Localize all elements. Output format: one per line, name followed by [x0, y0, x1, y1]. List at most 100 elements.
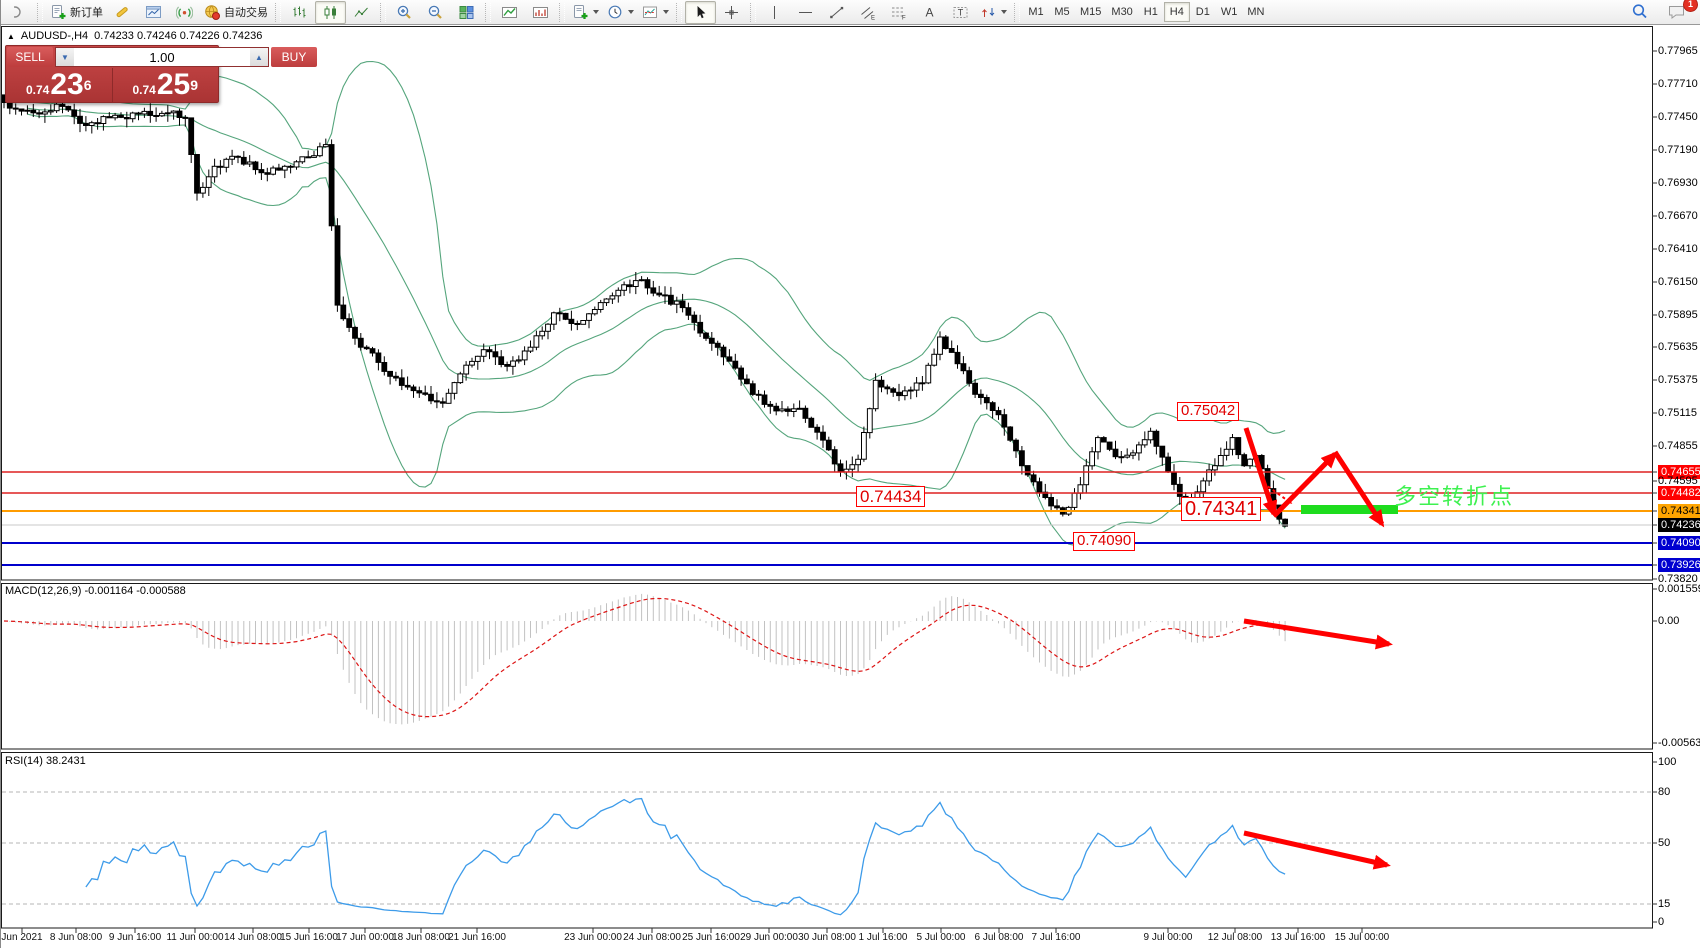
macd-axis-label: 0.001559 — [1658, 583, 1700, 595]
cursor-tool-button[interactable] — [685, 0, 716, 24]
channel-tool-button[interactable]: E — [852, 1, 883, 24]
label-tool-button[interactable]: T — [945, 1, 976, 24]
buy-price-prefix: 0.74 — [132, 83, 156, 97]
clipped-left-icon[interactable] — [3, 1, 34, 24]
timeframe-h4[interactable]: H4 — [1163, 2, 1190, 22]
add-indicator-dropdown[interactable] — [568, 1, 603, 24]
macd-label: MACD(12,26,9) -0.001164 -0.000588 — [5, 585, 186, 597]
text-tool-button[interactable]: A — [914, 1, 945, 24]
period-dropdown[interactable] — [603, 1, 638, 24]
price-axis-label: 0.74855 — [1658, 440, 1698, 452]
price-axis-label: 0.75895 — [1658, 309, 1698, 321]
fibonacci-tool-button[interactable]: F — [883, 1, 914, 24]
timeframe-h1[interactable]: H1 — [1138, 2, 1164, 22]
volume-increase-button[interactable]: ▲ — [250, 48, 268, 66]
buy-price-button[interactable]: 0.74 25 9 — [113, 68, 219, 102]
time-axis-label: 15 Jun 16:00 — [280, 932, 338, 943]
price-tag[interactable]: 0.74434 — [856, 486, 926, 508]
price-tag[interactable]: 0.74090 — [1073, 532, 1136, 551]
timeframe-m15[interactable]: M15 — [1075, 2, 1106, 22]
zoom-in-button[interactable] — [389, 1, 420, 24]
price-axis-label: 0.74090 — [1658, 536, 1700, 550]
price-axis-label: 0.76930 — [1658, 177, 1698, 189]
new-order-button[interactable]: 新订单 — [46, 1, 107, 24]
buy-button[interactable]: BUY — [271, 47, 317, 67]
bollinger-upper-band — [27, 60, 1286, 434]
symbol-period: AUDUSD-,H4 — [20, 30, 89, 42]
time-axis-label: 18 Jun 08:00 — [392, 932, 450, 943]
time-axis-label: 9 Jun 16:00 — [108, 932, 162, 943]
timeframe-d1[interactable]: D1 — [1190, 2, 1216, 22]
zoom-out-button[interactable] — [420, 1, 451, 24]
time-axis-label: 24 Jun 08:00 — [623, 932, 681, 943]
line-chart-mode-button[interactable] — [346, 1, 377, 24]
indicator-histogram-button[interactable] — [525, 1, 556, 24]
trend-arrow-6[interactable] — [1243, 830, 1391, 870]
notification-badge: 1 — [1683, 0, 1698, 12]
crayon-button[interactable] — [107, 1, 138, 24]
search-button[interactable] — [1624, 1, 1655, 24]
trend-arrow-2[interactable] — [1272, 451, 1338, 518]
time-axis-label: 12 Jul 08:00 — [1207, 932, 1263, 943]
dropdown-caret-icon — [593, 10, 599, 14]
volume-input[interactable] — [74, 48, 250, 66]
market-watch-button[interactable] — [138, 1, 169, 24]
time-axis-label: 29 Jun 00:00 — [740, 932, 798, 943]
bollinger-middle-band — [27, 107, 1286, 480]
indicator-histogram-icon — [533, 6, 548, 18]
timeframe-w1[interactable]: W1 — [1216, 2, 1243, 22]
vertical-line-icon — [774, 5, 775, 19]
rsi-axis-label: 80 — [1658, 786, 1671, 798]
support-zone-bar[interactable] — [1301, 505, 1398, 514]
dropdown-caret-icon — [1001, 10, 1007, 14]
price-axis-label: 0.75115 — [1658, 407, 1697, 419]
svg-text:E: E — [871, 15, 875, 21]
macd-signal-line — [3, 597, 1286, 718]
price-tag[interactable]: 0.75042 — [1177, 402, 1240, 421]
search-icon — [1632, 4, 1647, 19]
sell-price-big: 23 — [50, 68, 84, 101]
price-axis-label: 0.76670 — [1658, 210, 1698, 222]
time-axis-label: 1 Jul 16:00 — [858, 932, 908, 943]
text-label-icon: T — [953, 6, 968, 18]
clock-icon — [608, 5, 622, 18]
trendline-icon — [830, 6, 844, 18]
rsi-axis-label: 0 — [1658, 916, 1665, 928]
time-axis-label: 17 Jun 00:00 — [336, 932, 394, 943]
timeframe-mn[interactable]: MN — [1242, 2, 1269, 22]
volume-decrease-button[interactable]: ▼ — [56, 48, 74, 66]
magnifier-partial-icon — [13, 5, 21, 18]
sell-price-button[interactable]: 0.74 23 6 — [6, 68, 113, 102]
template-dropdown[interactable] — [638, 1, 673, 24]
candlestick-mode-button[interactable] — [315, 0, 346, 24]
trend-arrow-3[interactable] — [1332, 450, 1385, 528]
trendline-tool-button[interactable] — [821, 1, 852, 24]
signal-icon — [176, 5, 193, 19]
volume-field: ▼ ▲ — [55, 47, 269, 67]
price-tag[interactable]: 0.74341 — [1181, 497, 1262, 522]
autotrading-button[interactable]: 自动交易 — [200, 1, 272, 24]
bollinger-bands — [27, 60, 1286, 546]
price-axis-label: 0.77710 — [1658, 78, 1698, 90]
timeframe-m5[interactable]: M5 — [1049, 2, 1075, 22]
timeframe-m1[interactable]: M1 — [1023, 2, 1049, 22]
indicator-window-button[interactable] — [494, 1, 525, 24]
collapse-arrow-icon[interactable]: ▲ — [7, 31, 15, 41]
notifications-button[interactable]: 1 — [1661, 0, 1698, 24]
trend-arrow-1[interactable] — [1243, 427, 1278, 518]
horizontal-line-tool-button[interactable] — [790, 1, 821, 24]
annotation-text[interactable]: 多空转折点 — [1394, 484, 1515, 509]
rsi-axis-label: 15 — [1658, 898, 1671, 910]
crosshair-tool-button[interactable] — [716, 1, 747, 24]
arrow-shapes-icon — [982, 7, 995, 17]
trend-arrow-5[interactable] — [1243, 618, 1393, 650]
bar-chart-mode-button[interactable] — [284, 1, 315, 24]
arrows-dropdown[interactable] — [976, 1, 1011, 24]
main-toolbar: 新订单 自动交易 — [1, 0, 1700, 25]
tile-windows-button[interactable] — [451, 1, 482, 24]
sell-button[interactable]: SELL — [7, 47, 53, 67]
time-axis-label: 6 Jul 08:00 — [974, 932, 1024, 943]
signals-button[interactable] — [169, 1, 200, 24]
timeframe-m30[interactable]: M30 — [1106, 2, 1137, 22]
vertical-line-tool-button[interactable] — [759, 1, 790, 24]
